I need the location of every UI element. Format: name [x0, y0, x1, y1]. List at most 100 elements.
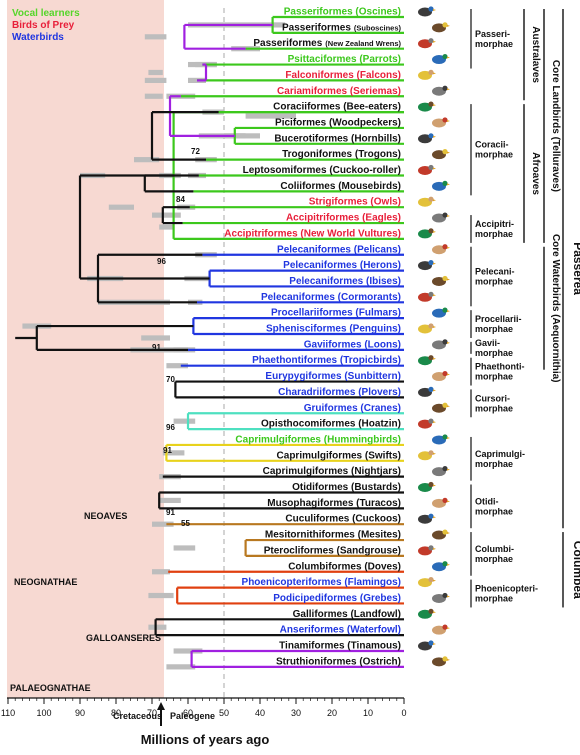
super-group-label: Core Waterbirds (Aequornithia) — [550, 234, 561, 383]
branches — [15, 15, 404, 668]
node-support: 96 — [157, 257, 166, 266]
morphae-label: morphae — [475, 39, 513, 49]
morphae-label: Otidi- — [475, 496, 499, 506]
bird-icon — [418, 196, 436, 207]
bird-icon — [432, 244, 450, 255]
morphae-label: Passeri- — [475, 29, 510, 39]
morphae-label: Pelecani- — [475, 267, 515, 277]
bird-icon — [418, 69, 436, 80]
taxon-label: Caprimulgiformes (Nightjars) — [263, 466, 401, 477]
morphae-label: Gavii- — [475, 338, 500, 348]
axis-tick-label: 30 — [291, 708, 301, 718]
taxon-label: Pterocliformes (Sandgrouse) — [264, 545, 401, 556]
taxon-label: Sphenisciformes (Penguins) — [266, 324, 401, 335]
morphae-label: Coracii- — [475, 140, 509, 150]
bird-icon — [418, 418, 436, 429]
axis-tick-label: 100 — [36, 708, 51, 718]
bird-icon — [418, 608, 436, 619]
morphae-label: morphae — [475, 372, 513, 382]
morphae-label: Caprimulgi- — [475, 449, 525, 459]
taxon-label: Strigiformes (Owls) — [309, 197, 401, 208]
node-support: 96 — [166, 423, 175, 432]
taxon-label: Charadriiformes (Plovers) — [278, 387, 401, 398]
bird-icon — [432, 307, 450, 318]
morphae-label: Procellarii- — [475, 314, 522, 324]
morphae-label: morphae — [475, 348, 513, 358]
super-group-label: Passerea — [571, 242, 580, 295]
confidence-bar — [245, 113, 296, 119]
morphae-label: morphae — [475, 554, 513, 564]
taxon-label: Columbiformes (Doves) — [288, 561, 401, 572]
bird-icon — [418, 228, 436, 239]
taxon-label: Gruiformes (Cranes) — [304, 403, 401, 414]
confidence-bar — [159, 224, 174, 230]
legend-vocal-learners: Vocal learners — [12, 8, 80, 19]
taxon-label: Passeriformes (Oscines) — [284, 7, 401, 18]
label-neognathae: NEOGNATHAE — [14, 577, 77, 587]
axis-tick-label: 20 — [327, 708, 337, 718]
bird-icon — [432, 370, 450, 382]
bird-icon — [418, 640, 436, 651]
axis-tick-label: 50 — [219, 708, 229, 718]
super-group-label: Australaves — [530, 26, 541, 83]
confidence-bar — [166, 363, 188, 369]
taxon-label: Podicipediformes (Grebes) — [273, 593, 401, 604]
taxon-label: Accipitriformes (Eagles) — [286, 213, 401, 224]
confidence-bar — [152, 212, 181, 218]
super-group-label: Core Landbirds (Telluraves) — [550, 60, 561, 192]
node-support: 91 — [166, 508, 175, 517]
bird-icon — [418, 101, 436, 112]
taxon-label: Psittaciformes (Parrots) — [288, 54, 401, 65]
confidence-bar — [148, 69, 163, 76]
taxon-label: Coliiformes (Mousebirds) — [280, 181, 401, 192]
node-support: 72 — [191, 147, 200, 156]
node-support: 55 — [181, 519, 190, 528]
axis-title: Millions of years ago — [141, 732, 270, 747]
bird-icon — [432, 402, 450, 413]
morphae-label: morphae — [475, 229, 513, 239]
axis-tick-label: 80 — [111, 708, 121, 718]
confidence-bar — [141, 335, 170, 341]
legend-birds-of-prey: Birds of Prey — [12, 20, 75, 31]
morphae-label: morphae — [475, 324, 513, 334]
bird-icon — [418, 577, 436, 588]
taxon-label: Eurypygiformes (Sunbittern) — [265, 371, 401, 382]
bird-icon — [418, 545, 436, 556]
bird-icon — [418, 38, 436, 49]
boundary-label-cretaceous: Cretaceous — [113, 711, 162, 721]
bird-icon — [418, 291, 436, 302]
taxon-label: Falconiformes (Falcons) — [285, 70, 401, 81]
bird-icon — [432, 656, 450, 667]
taxon-label: Gaviiformes (Loons) — [304, 339, 401, 350]
confidence-bar — [148, 592, 174, 599]
bird-icon — [432, 53, 450, 65]
taxon-label: Trogoniformes (Trogons) — [282, 149, 401, 160]
axis-tick-label: 90 — [75, 708, 85, 718]
taxon-label: Procellariiformes (Fulmars) — [271, 308, 401, 319]
label-palaeognathae: PALAEOGNATHAE — [10, 683, 91, 693]
confidence-bar — [144, 34, 167, 40]
morphae-label: morphae — [475, 594, 513, 604]
morphae-label: morphae — [475, 277, 513, 287]
confidence-bar — [144, 93, 163, 99]
confidence-bar — [148, 624, 167, 630]
morphae-label: Phoenicopteri- — [475, 584, 538, 594]
bird-illustrations — [418, 6, 450, 667]
bird-icon — [418, 260, 436, 271]
bird-icon — [418, 355, 436, 366]
bird-icon — [432, 117, 450, 128]
taxon-label: Tinamiformes (Tinamous) — [279, 641, 401, 652]
confidence-bar — [134, 157, 160, 163]
label-galloanseres: GALLOANSERES — [86, 633, 161, 643]
bird-icon — [418, 6, 436, 17]
morphae-label: morphae — [475, 150, 513, 160]
bird-icon — [432, 624, 450, 635]
taxon-label: Passeriformes (New Zealand Wrens) — [253, 38, 401, 49]
legend-waterbirds: Waterbirds — [12, 32, 64, 43]
taxon-label: Otidiformes (Bustards) — [292, 482, 401, 493]
taxon-label: Piciformes (Woodpeckers) — [275, 117, 401, 128]
morphae-label: morphae — [475, 506, 513, 516]
bird-icon — [432, 434, 450, 445]
bird-icon — [418, 513, 436, 524]
confidence-bar — [173, 545, 196, 551]
